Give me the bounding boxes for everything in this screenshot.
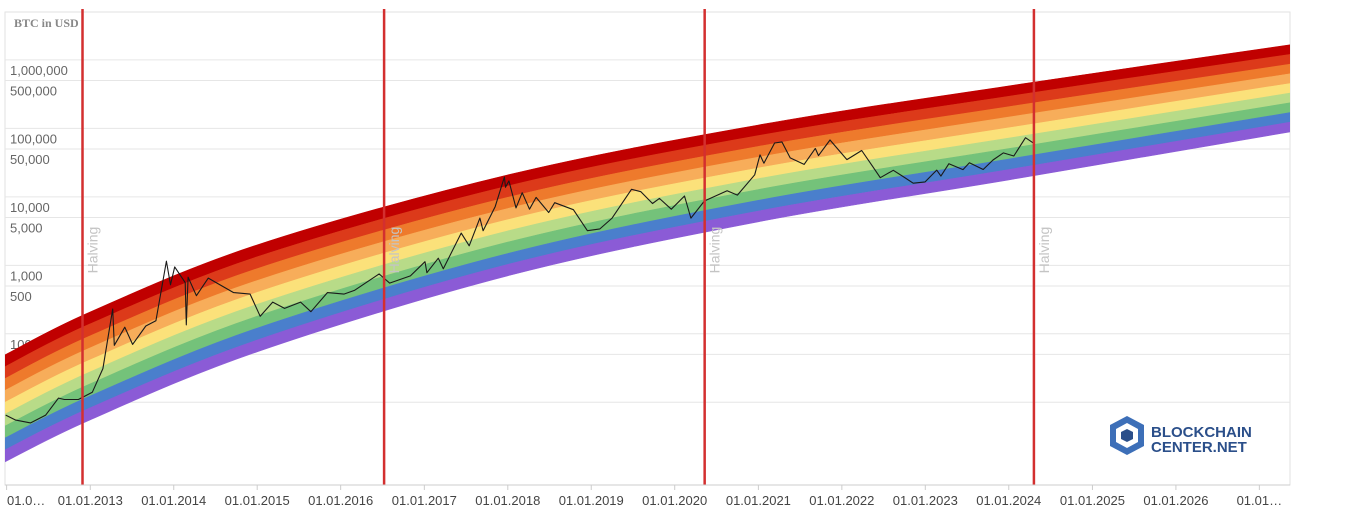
halving-label: Halving — [1036, 227, 1052, 274]
y-tick-label: 500 — [10, 289, 32, 304]
x-tick-label: 01.01.2018 — [475, 493, 540, 508]
x-tick-label: 01.01.2015 — [225, 493, 290, 508]
x-tick-label: 01.01… — [1237, 493, 1283, 508]
halving-label: Halving — [85, 227, 101, 274]
x-tick-label: 01.01.2021 — [726, 493, 791, 508]
logo-text: CENTER.NET — [1151, 439, 1247, 456]
x-tick-label: 01.01.2017 — [392, 493, 457, 508]
y-tick-label: 100,000 — [10, 131, 57, 146]
x-tick-label: 01.01.2014 — [141, 493, 206, 508]
x-tick-label: 01.0… — [7, 493, 45, 508]
x-tick-label: 01.01.2023 — [893, 493, 958, 508]
axis-title: BTC in USD — [14, 16, 79, 30]
y-tick-label: 5,000 — [10, 220, 43, 235]
y-tick-label: 1,000,000 — [10, 63, 68, 78]
y-tick-label: 1,000 — [10, 268, 43, 283]
y-tick-label: 10,000 — [10, 200, 50, 215]
x-tick-label: 01.01.2025 — [1060, 493, 1125, 508]
logo-icon-core — [1121, 429, 1133, 442]
x-axis: 01.0… 01.01.2013 01.01.2014 01.01.2015 01.01… — [5, 484, 1290, 508]
halvings: Halving Halving Halving Halving — [81, 9, 1052, 485]
x-tick-label: 01.01.2026 — [1143, 493, 1208, 508]
logo: BLOCKCHAIN CENTER.NET — [1110, 416, 1252, 456]
price-layer — [5, 137, 1034, 424]
logo-text: BLOCKCHAIN — [1151, 424, 1252, 441]
halving-label: Halving — [707, 227, 723, 274]
x-tick-label: 01.01.2024 — [976, 493, 1041, 508]
halving-label: Halving — [386, 227, 402, 274]
x-tick-label: 01.01.2022 — [809, 493, 874, 508]
y-tick-label: 500,000 — [10, 83, 57, 98]
x-tick-label: 01.01.2020 — [642, 493, 707, 508]
y-tick-label: 50,000 — [10, 152, 50, 167]
price-line — [5, 137, 1034, 424]
x-tick-label: 01.01.2016 — [308, 493, 373, 508]
rainbow-band — [5, 121, 1290, 463]
x-tick-label: 01.01.2013 — [58, 493, 123, 508]
x-tick-label: 01.01.2019 — [559, 493, 624, 508]
rainbow-bands — [5, 44, 1290, 463]
